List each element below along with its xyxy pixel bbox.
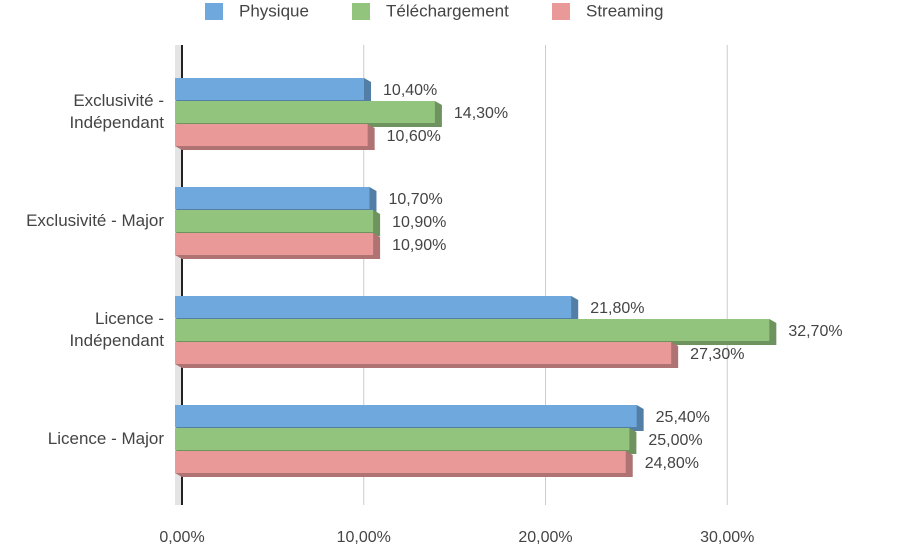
value-label: 21,80% bbox=[590, 300, 644, 317]
value-label: 10,60% bbox=[387, 128, 441, 145]
legend-label: Physique bbox=[239, 1, 309, 20]
value-label: 32,70% bbox=[788, 323, 842, 340]
legend-swatch bbox=[205, 3, 223, 20]
value-label: 10,90% bbox=[392, 237, 446, 254]
legend-label: Streaming bbox=[586, 1, 663, 20]
value-label: 27,30% bbox=[690, 346, 744, 363]
y-tick-label: Exclusivité - Indépendant bbox=[69, 91, 164, 132]
bar bbox=[175, 187, 370, 209]
legend-label: Téléchargement bbox=[386, 1, 509, 20]
axis-wall bbox=[175, 45, 182, 505]
bar bbox=[175, 124, 368, 146]
y-tick-label: Licence - Major bbox=[47, 429, 164, 448]
x-tick-label: 0,00% bbox=[159, 529, 204, 546]
value-label: 25,40% bbox=[656, 409, 710, 426]
bar bbox=[175, 405, 637, 427]
bar bbox=[175, 451, 626, 473]
value-label: 14,30% bbox=[454, 105, 508, 122]
bar bbox=[175, 78, 365, 100]
bar bbox=[175, 210, 374, 232]
bar bbox=[175, 342, 672, 364]
y-tick-label: Exclusivité - Major bbox=[26, 211, 164, 230]
y-tick-label: Licence - Indépendant bbox=[69, 309, 164, 350]
x-tick-label: 10,00% bbox=[337, 529, 391, 546]
value-label: 10,90% bbox=[392, 214, 446, 231]
value-label: 10,40% bbox=[383, 82, 437, 99]
bar bbox=[175, 296, 572, 318]
x-tick-label: 30,00% bbox=[700, 529, 754, 546]
value-label: 25,00% bbox=[648, 432, 702, 449]
bar bbox=[175, 233, 374, 255]
bar bbox=[175, 428, 630, 450]
value-label: 10,70% bbox=[388, 191, 442, 208]
bar bbox=[175, 101, 435, 123]
x-tick-label: 20,00% bbox=[518, 529, 572, 546]
legend-swatch bbox=[352, 3, 370, 20]
value-label: 24,80% bbox=[645, 455, 699, 472]
bar bbox=[175, 319, 770, 341]
legend-swatch bbox=[552, 3, 570, 20]
